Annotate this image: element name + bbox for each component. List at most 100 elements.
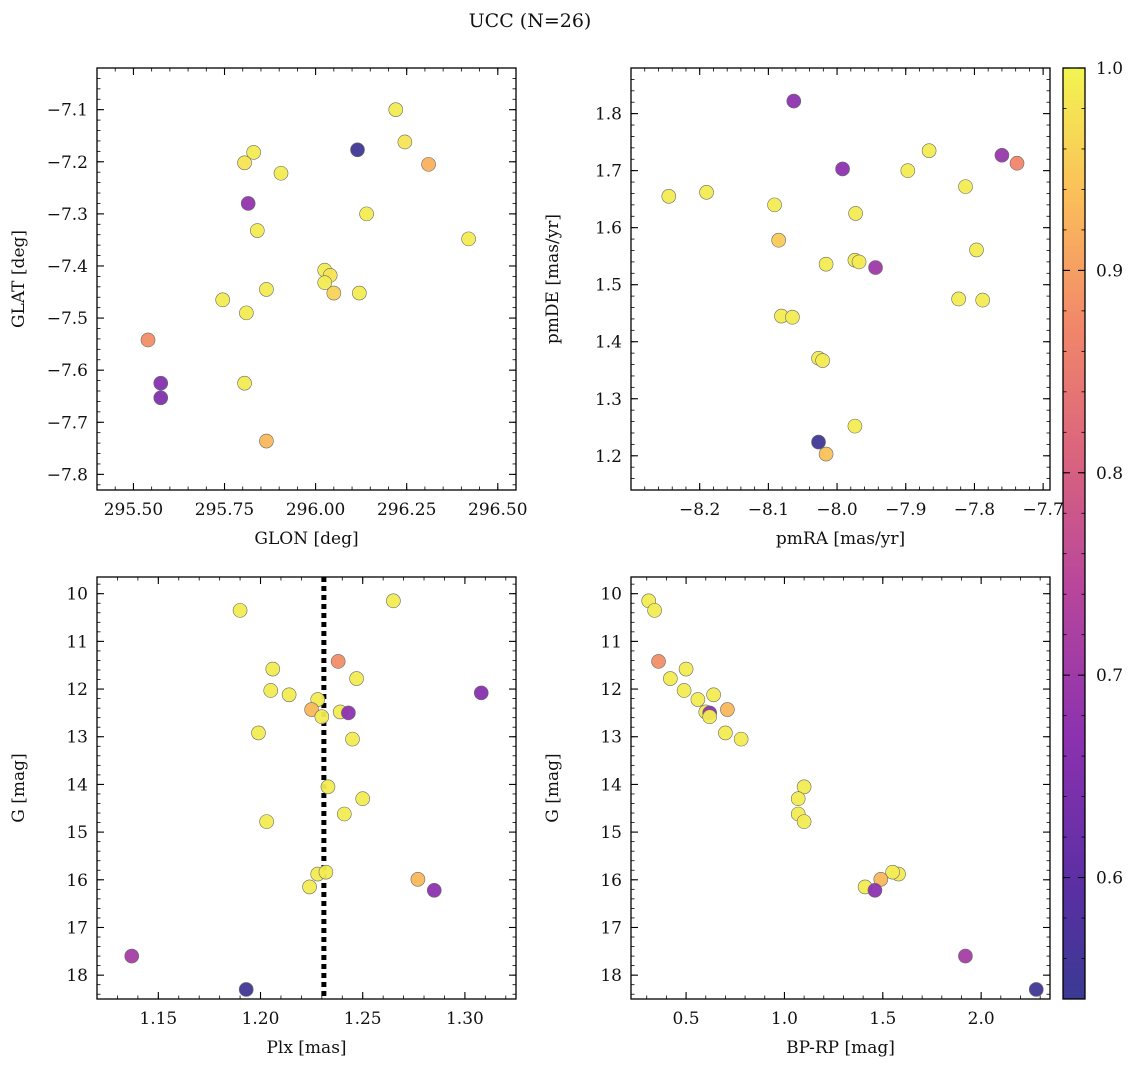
x-tick-label: 1.0 (771, 1009, 798, 1029)
scatter-point (410, 872, 426, 887)
colorbar-frame (1062, 67, 1086, 1000)
y-tick-label: 15 (66, 823, 88, 843)
scatter-point (349, 671, 364, 686)
scatter-point (239, 305, 254, 321)
y-tick-label: 1.5 (595, 276, 622, 296)
axes-frame (630, 67, 1051, 491)
scatter-point (386, 593, 401, 609)
y-tick-label: 16 (600, 871, 622, 891)
y-tick-label: 18 (66, 966, 88, 986)
x-tick-label: −8.0 (816, 500, 857, 520)
x-tick-label: −7.8 (954, 500, 995, 520)
scatter-point (337, 806, 352, 822)
y-tick-label: 1.4 (595, 333, 622, 353)
scatter-point (388, 102, 404, 117)
y-tick-label: 1.2 (595, 447, 622, 467)
y-tick-label: −7.7 (47, 413, 88, 433)
scatter-point (720, 702, 735, 717)
scatter-point (345, 731, 360, 747)
x-tick-label: −7.9 (885, 500, 926, 520)
scatter-point (302, 879, 317, 895)
y-tick-label: 12 (600, 680, 622, 700)
axes-frame (96, 576, 517, 1000)
colorbar-tick-label: 0.7 (1096, 666, 1123, 686)
y-axis-label: pmDE [mas/yr] (543, 214, 563, 344)
scatter-point (676, 683, 692, 698)
colorbar-tick-label: 0.8 (1096, 464, 1123, 484)
axes-frame (96, 67, 517, 491)
panel-pmra-pmde: −8.2 −8.1 −8.0 −7.9 −7.8 −7.7 1.2 1.3 1.4 1.5 1.6 1… (543, 67, 1064, 549)
scatter-point (330, 654, 346, 669)
scatter-point (1009, 155, 1025, 171)
scatter-point (153, 390, 169, 406)
x-tick-label: 1.30 (446, 1009, 484, 1029)
scatter-point (851, 254, 867, 270)
y-tick-label: 14 (600, 775, 622, 795)
points-group (661, 93, 1025, 462)
scatter-point (994, 147, 1010, 163)
scatter-point (796, 814, 812, 829)
y-tick-label: 1.3 (595, 390, 622, 410)
points-group (124, 577, 489, 999)
scatter-point (663, 671, 678, 686)
x-axis-label: BP-RP [mag] (786, 1038, 895, 1058)
scatter-point (397, 134, 413, 150)
x-tick-label: 0.5 (673, 1009, 700, 1029)
scatter-point (706, 687, 721, 703)
scatter-point (263, 683, 279, 698)
scatter-point (818, 256, 834, 272)
x-tick-label: −8.2 (679, 500, 720, 520)
scatter-point (320, 779, 336, 795)
x-tick-label: −7.7 (1022, 500, 1063, 520)
panel-glon-glat: 295.50 295.75 296.00 296.25 296.50 −7.8 −7.7 −7… (9, 67, 528, 549)
panel-bprp-g: 0.5 1.0 1.5 2.0 10 11 12 13 14 15 16 17 18 BP-RP [mag… (543, 576, 1051, 1058)
colorbar-tick-label: 0.6 (1096, 869, 1123, 889)
y-tick-label: 11 (66, 632, 88, 652)
scatter-point (341, 705, 356, 721)
scatter-point (651, 654, 666, 669)
scatter-point (304, 702, 319, 717)
x-tick-label: 296.25 (377, 500, 436, 520)
scatter-point (699, 185, 714, 200)
y-tick-label: −7.5 (47, 309, 88, 329)
x-tick-label: 2.0 (968, 1009, 995, 1029)
scatter-point (958, 179, 973, 194)
scatter-point (237, 375, 252, 391)
scatter-point (350, 142, 365, 158)
x-tick-label: 1.5 (869, 1009, 896, 1029)
y-tick-label: −7.1 (47, 101, 88, 121)
scatter-point (421, 157, 436, 172)
scatter-point (259, 282, 274, 297)
x-axis-label: pmRA [mas/yr] (776, 529, 905, 549)
scatter-point (153, 375, 169, 391)
x-axis-label: GLON [deg] (254, 529, 358, 549)
colorbar-tick-label: 1.0 (1096, 59, 1123, 79)
scatter-point (240, 196, 256, 211)
y-axis-label: GLAT [deg] (9, 230, 29, 328)
scatter-point (790, 791, 806, 807)
points-group (641, 593, 1044, 997)
scatter-point (868, 260, 883, 275)
scatter-point (273, 165, 289, 181)
y-tick-label: 11 (600, 632, 622, 652)
scatter-point (215, 292, 230, 308)
y-tick-label: 17 (600, 918, 622, 938)
scatter-point (847, 418, 863, 434)
scatter-point (124, 948, 140, 964)
scatter-point (461, 231, 476, 247)
y-tick-label: 15 (600, 823, 622, 843)
scatter-point (352, 285, 367, 301)
x-tick-label: 295.75 (195, 500, 254, 520)
scatter-point (815, 353, 830, 368)
scatter-point (885, 864, 900, 880)
scatter-point (661, 189, 677, 204)
scatter-point (900, 163, 916, 178)
scatter-point (281, 687, 297, 703)
scatter-point (246, 145, 261, 160)
y-tick-label: −7.4 (47, 257, 88, 277)
colorbar-gradient (1063, 68, 1085, 999)
scatter-point (867, 882, 883, 898)
panel-plx-g: 1.15 1.20 1.25 1.30 10 11 12 13 14 15 16 17 18 Plx [m… (9, 576, 517, 1058)
y-tick-label: −7.2 (47, 153, 88, 173)
